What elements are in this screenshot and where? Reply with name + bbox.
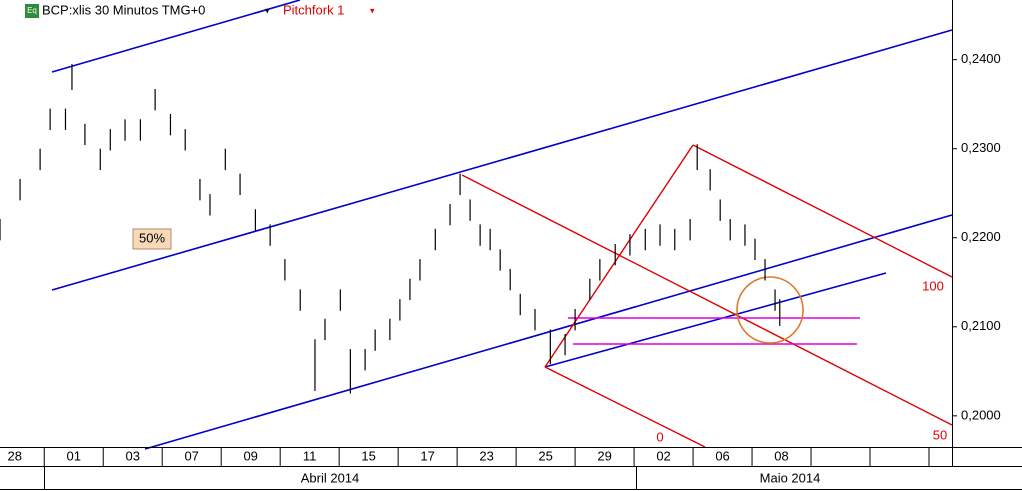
y-tick-label: 0,2300 <box>961 140 1001 155</box>
x-tick-label: 02 <box>656 448 670 463</box>
header-title[interactable]: BCP:xlis 30 Minutos TMG+0 <box>42 2 205 17</box>
x-tick-label: 06 <box>715 448 729 463</box>
annotation: 50% <box>139 230 165 245</box>
x-tick-label: 01 <box>66 448 80 463</box>
channel-lines <box>51 0 953 450</box>
highlight-circle <box>736 276 804 344</box>
annotation: 50 <box>933 427 947 442</box>
annotation: 0 <box>656 429 663 444</box>
x-tick-label: 25 <box>538 448 552 463</box>
dropdown-arrow[interactable]: ▾ <box>370 5 375 15</box>
annotation: 100 <box>922 278 944 293</box>
y-tick-label: 0,2200 <box>961 229 1001 244</box>
y-tick-label: 0,2400 <box>961 51 1001 66</box>
x-tick-label: 23 <box>479 448 493 463</box>
dropdown-arrow[interactable]: ▾ <box>265 5 270 15</box>
header-icon <box>25 4 39 18</box>
month-label: Abril 2014 <box>301 470 360 485</box>
x-tick-label: 09 <box>243 448 257 463</box>
x-tick-label: 29 <box>597 448 611 463</box>
horizontal-levels <box>568 317 860 345</box>
x-tick-label: 08 <box>774 448 788 463</box>
x-tick-label: 07 <box>184 448 198 463</box>
x-tick-label: 11 <box>303 448 317 463</box>
x-tick-label: 17 <box>420 448 434 463</box>
y-tick-label: 0,2000 <box>961 407 1001 422</box>
month-label: Maio 2014 <box>760 470 821 485</box>
x-tick-label: 28 <box>8 448 22 463</box>
header-study[interactable]: Pitchfork 1 <box>283 2 344 17</box>
annotation-box <box>132 228 172 250</box>
x-tick-label: 03 <box>125 448 139 463</box>
pitchfork-lines <box>461 144 953 448</box>
y-tick-label: 0,2100 <box>961 318 1001 333</box>
x-tick-label: 15 <box>361 448 375 463</box>
header-icon-label: Eq <box>27 6 37 15</box>
